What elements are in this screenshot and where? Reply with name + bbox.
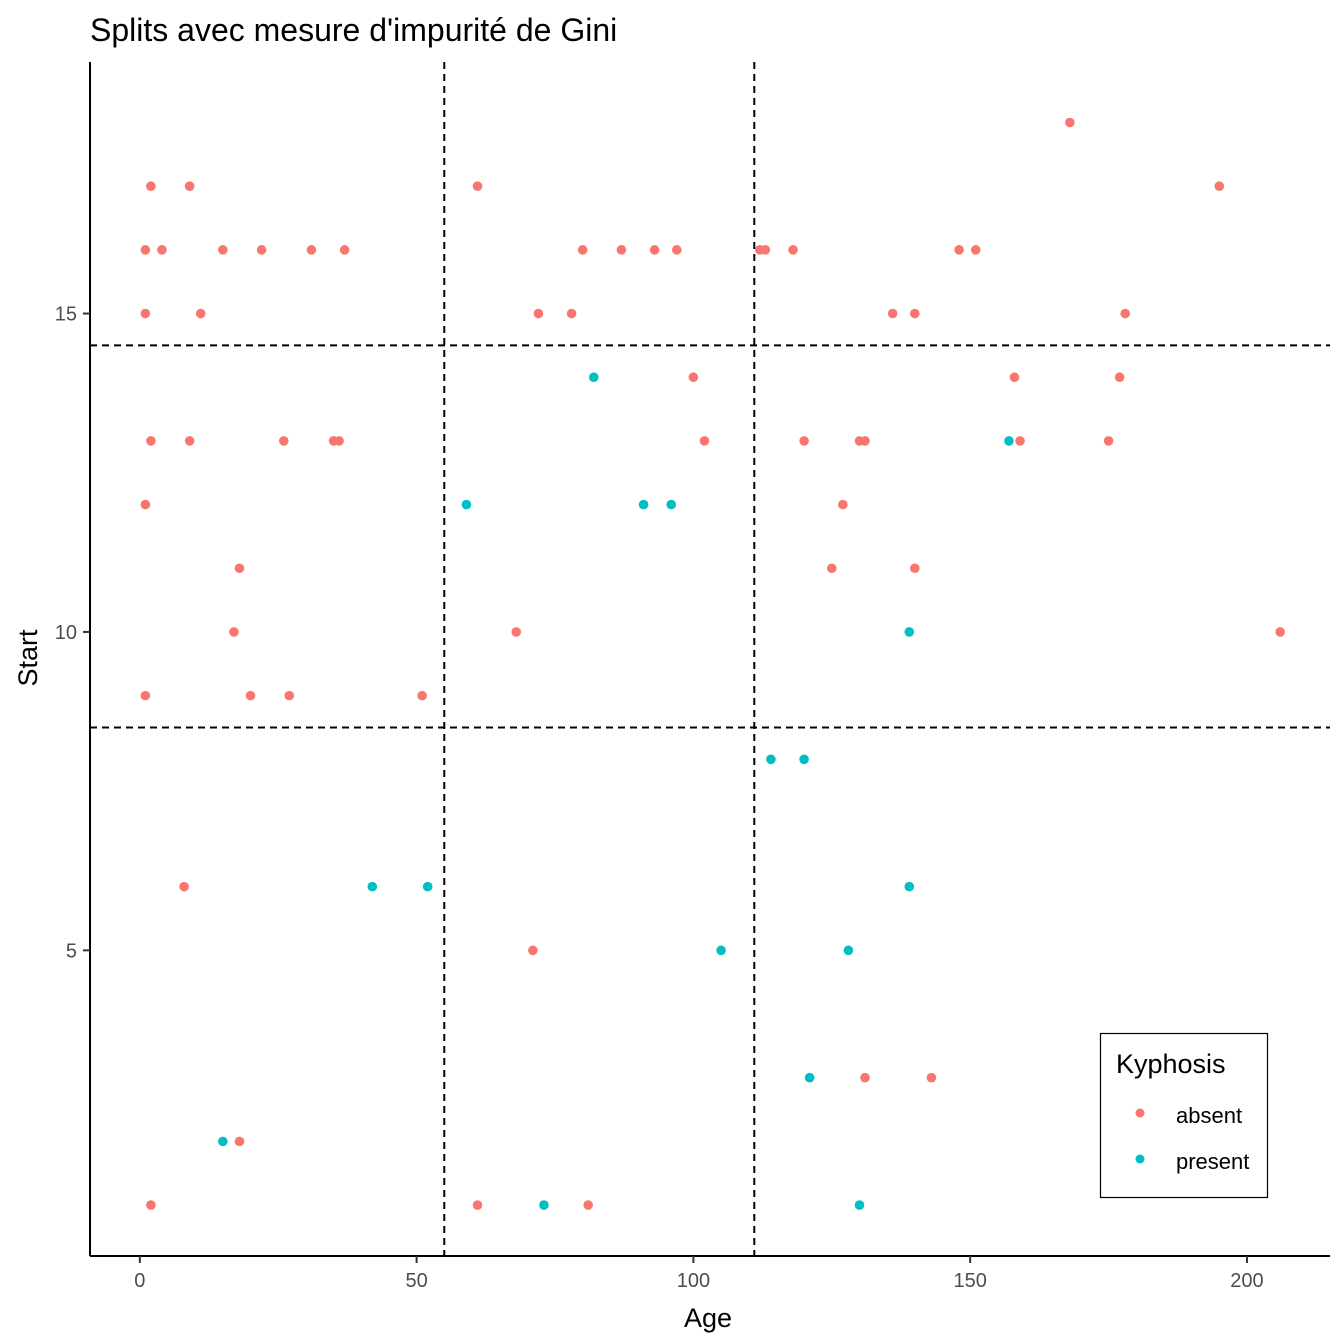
split-lines [90,62,1330,1256]
data-point-absent [1120,308,1130,319]
data-point-absent [970,245,981,255]
data-point-absent [256,245,267,255]
data-point-absent [140,690,151,701]
data-point-absent [284,690,295,701]
data-point-present [367,881,378,892]
data-point-absent [234,1136,245,1147]
y-tick-label: 15 [55,304,77,326]
data-point-absent [1114,372,1125,383]
chart-title: Splits avec mesure d'impurité de Gini [90,12,617,48]
y-tick-label: 10 [55,622,77,644]
data-point-absent [511,627,522,637]
data-point-present [422,881,433,892]
data-point-absent [887,308,898,319]
data-point-absent [860,436,870,446]
data-point-present [904,881,915,892]
data-points [140,117,1285,1210]
data-point-absent [306,245,317,255]
data-point-present [218,1136,228,1147]
data-point-absent [1214,181,1225,191]
data-point-present [854,1200,865,1210]
data-point-absent [278,436,289,446]
data-point-absent [826,563,837,574]
legend-label-present: present [1176,1149,1249,1174]
data-point-absent [688,372,699,383]
data-point-absent [140,499,151,510]
data-point-absent [838,499,848,510]
data-point-absent [140,245,151,255]
data-point-absent [1103,436,1114,446]
y-tick-label: 5 [66,940,77,962]
data-point-absent [472,1200,483,1210]
data-point-present [638,499,649,510]
data-point-absent [195,308,206,319]
x-tick-label: 200 [1230,1270,1263,1292]
data-point-absent [528,945,538,956]
data-point-absent [566,308,577,319]
data-point-absent [860,1072,870,1083]
data-point-present [766,754,776,765]
data-point-present [461,499,472,510]
data-point-absent [699,436,710,446]
data-point-absent [799,436,809,446]
data-point-present [539,1200,549,1210]
legend-key-present [1135,1154,1145,1164]
legend-box [1099,1032,1269,1199]
data-point-absent [472,181,483,191]
data-point-absent [146,436,156,446]
data-point-present [716,945,726,956]
data-point-absent [234,563,245,574]
data-point-absent [146,1200,156,1210]
data-point-absent [760,245,771,255]
data-point-absent [926,1072,937,1083]
x-tick-label: 0 [134,1270,145,1292]
data-point-present [804,1072,815,1083]
legend-title: Kyphosis [1116,1049,1226,1079]
data-point-present [843,945,854,956]
data-point-absent [339,245,350,255]
data-point-present [1004,436,1014,446]
data-point-absent [1065,117,1075,128]
data-point-absent [616,245,627,255]
data-point-absent [577,245,588,255]
x-tick-label: 150 [953,1270,986,1292]
data-point-present [666,499,677,510]
data-point-absent [910,563,920,574]
data-point-absent [184,436,195,446]
data-point-absent [1015,436,1025,446]
data-point-absent [417,690,427,701]
y-axis-ticks: 5 10 15 [55,304,90,962]
data-point-absent [788,245,798,255]
x-tick-label: 100 [677,1270,710,1292]
data-point-absent [218,245,228,255]
x-tick-label: 50 [405,1270,427,1292]
legend-label-absent: absent [1176,1103,1242,1128]
data-point-absent [146,181,156,191]
data-point-absent [1009,372,1020,383]
data-point-absent [334,436,344,446]
data-point-absent [583,1200,594,1210]
data-point-absent [179,881,189,892]
x-axis-ticks: 0 50 100 150 200 [134,1256,1264,1292]
data-point-absent [245,690,256,701]
data-point-absent [649,245,660,255]
y-axis-label: Start [13,629,43,687]
data-point-absent [533,308,544,319]
legend: Kyphosis absent present [1099,1032,1269,1199]
data-point-present [799,754,809,765]
data-point-absent [1275,627,1285,637]
data-point-absent [910,308,920,319]
data-point-absent [671,245,682,255]
data-point-absent [229,627,239,637]
data-point-present [904,627,915,637]
data-point-present [588,372,599,383]
x-axis-label: Age [684,1303,732,1333]
data-point-absent [157,245,167,255]
legend-key-absent [1135,1108,1145,1118]
data-point-absent [954,245,964,255]
data-point-absent [184,181,195,191]
data-point-absent [140,308,151,319]
